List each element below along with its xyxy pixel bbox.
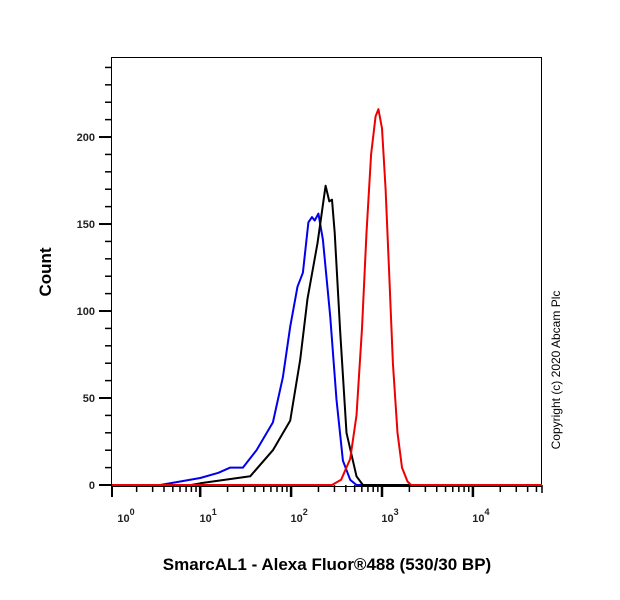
plot-frame xyxy=(111,57,542,487)
x-tick-exponent: 1 xyxy=(212,507,217,517)
x-tick-exponent: 4 xyxy=(485,507,490,517)
y-tick-label: 200 xyxy=(77,132,95,144)
y-axis: 0 50 100 150 200 xyxy=(77,66,112,492)
x-axis-title: SmarcAL1 - Alexa Fluor®488 (530/30 BP) xyxy=(163,555,491,574)
x-tick-label: 100 xyxy=(117,507,134,525)
x-tick-base: 10 xyxy=(200,513,212,525)
x-tick-label: 101 xyxy=(200,507,217,525)
x-tick-exponent: 2 xyxy=(303,507,308,517)
x-tick-base: 10 xyxy=(290,513,302,525)
x-tick-exponent: 3 xyxy=(394,507,399,517)
series-blue-line xyxy=(160,212,542,486)
x-tick-base: 10 xyxy=(117,513,129,525)
x-tick-label: 104 xyxy=(472,507,489,525)
y-axis-title: Count xyxy=(36,247,55,296)
x-tick-label: 102 xyxy=(290,507,307,525)
x-tick-exponent: 0 xyxy=(130,507,135,517)
copyright-text: Copyright (c) 2020 Abcam Plc xyxy=(549,291,563,450)
y-tick-label: 150 xyxy=(77,219,95,231)
series-red-line xyxy=(112,108,542,486)
x-tick-base: 10 xyxy=(381,513,393,525)
series-group xyxy=(112,108,542,486)
series-black-line xyxy=(190,184,542,486)
y-tick-label: 100 xyxy=(77,306,95,318)
x-tick-base: 10 xyxy=(472,513,484,525)
y-tick-label: 0 xyxy=(89,480,95,492)
y-tick-label: 50 xyxy=(83,393,95,405)
x-tick-label: 103 xyxy=(381,507,398,525)
